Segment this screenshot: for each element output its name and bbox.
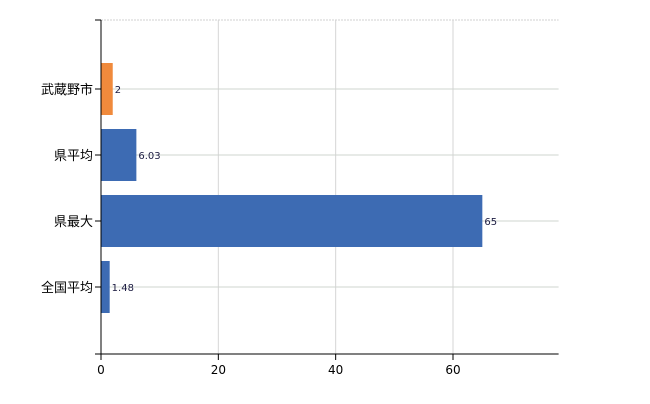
x-tick-label: 40: [328, 363, 343, 377]
y-tick-label: 全国平均: [41, 280, 93, 296]
data-label: 65: [484, 217, 497, 228]
data-label: 1.48: [112, 283, 134, 294]
bar: [101, 63, 113, 115]
bar: [101, 261, 110, 313]
x-tick-label: 60: [445, 363, 460, 377]
bar: [101, 195, 483, 247]
y-tick-label: 県平均: [54, 149, 93, 164]
x-tick-label: 0: [97, 363, 105, 377]
x-tick-label: 20: [211, 363, 226, 377]
data-label: 6.03: [138, 151, 160, 162]
y-tick-label: 武蔵野市: [41, 82, 93, 98]
bar: [101, 129, 137, 181]
y-tick-label: 県最大: [54, 215, 93, 230]
data-label: 2: [115, 85, 121, 96]
